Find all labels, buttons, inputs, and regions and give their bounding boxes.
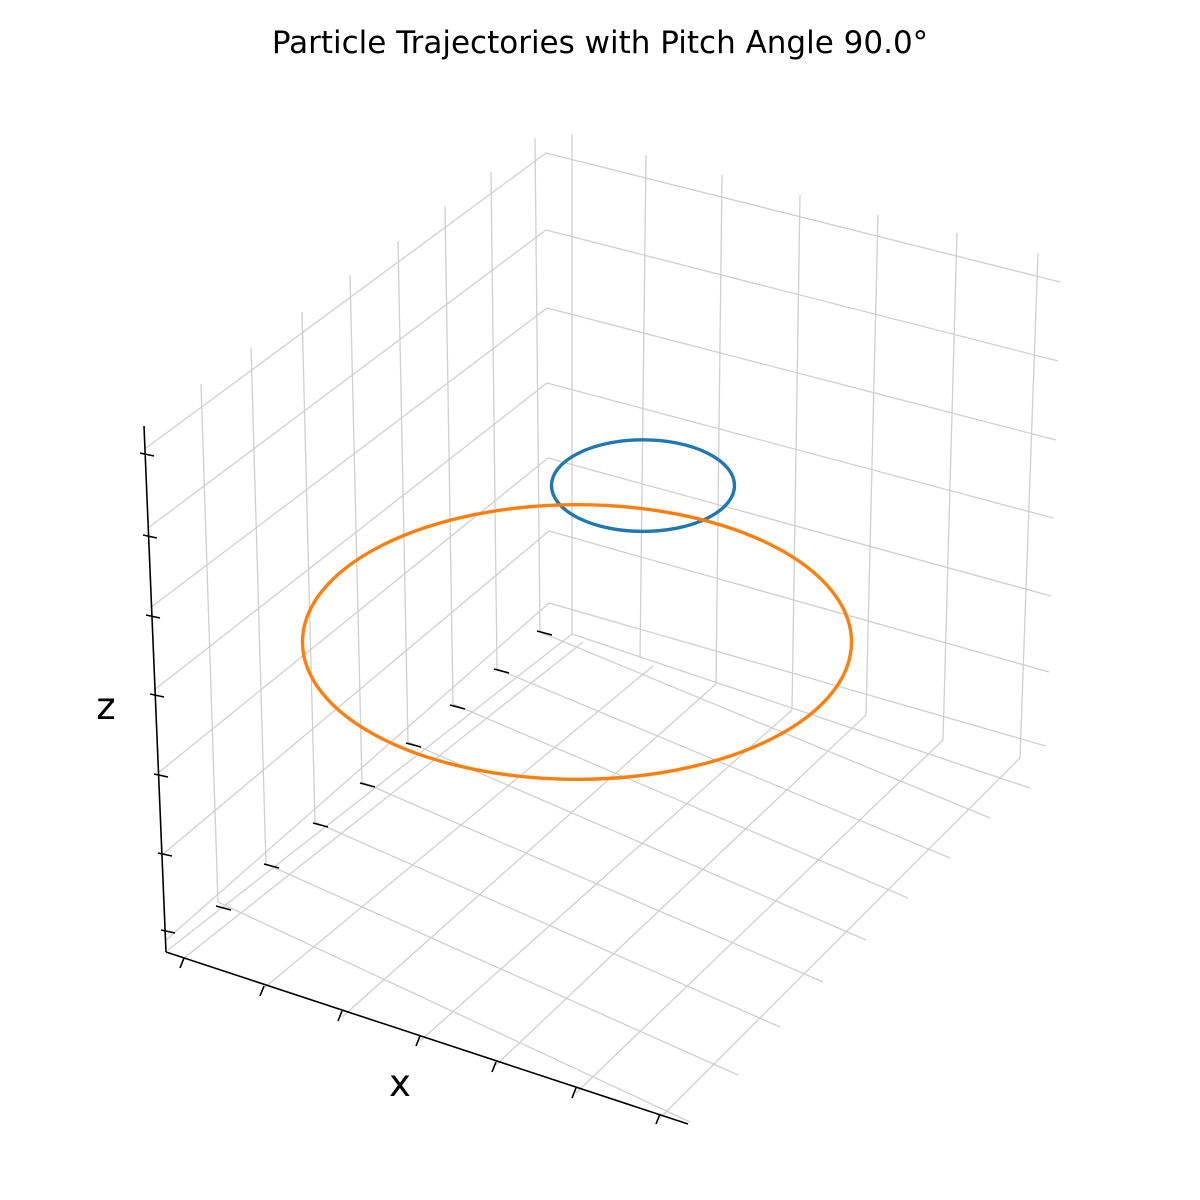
floor-grid: [167, 631, 1031, 1123]
left-wall-grid: [145, 137, 550, 941]
trajectory-blue: [549, 438, 737, 534]
x-axis-ticks: [179, 957, 661, 1125]
back-wall-grid: [545, 134, 1061, 759]
trajectory-orange: [300, 503, 854, 782]
z-axis-label: z: [96, 685, 115, 728]
z-axis-ticks: [139, 452, 176, 934]
chart-title: Particle Trajectories with Pitch Angle 9…: [272, 25, 928, 61]
trajectory-series: [300, 438, 854, 782]
axes-frame: [143, 425, 689, 1125]
y-axis-ticks: [215, 630, 553, 911]
z-axis-line: [143, 425, 167, 953]
x-axis-line: [165, 951, 689, 1125]
x-axis-label: x: [389, 1062, 411, 1105]
